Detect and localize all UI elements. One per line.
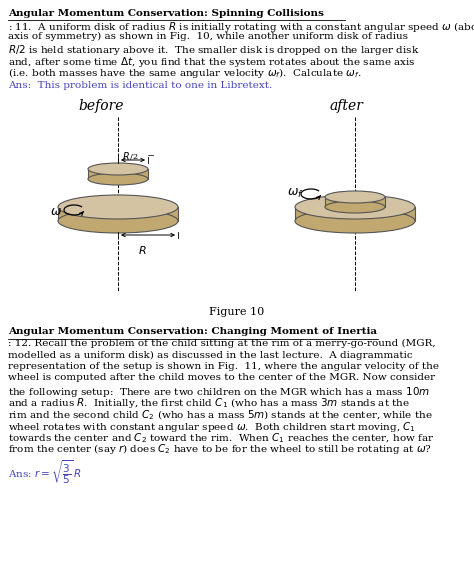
Text: : 12. Recall the problem of the child sitting at the rim of a merry-go-round (MG: : 12. Recall the problem of the child si… [8,339,436,348]
Polygon shape [88,169,148,179]
Text: $\omega$: $\omega$ [50,204,62,217]
Text: $R$: $R$ [122,150,130,162]
Text: Angular Momentum Conservation: Spinning Collisions: Angular Momentum Conservation: Spinning … [8,9,324,18]
Text: the following setup:  There are two children on the MGR which has a mass $10m$: the following setup: There are two child… [8,385,430,399]
Ellipse shape [58,209,178,233]
Text: wheel rotates with constant angular speed $\omega$.  Both children start moving,: wheel rotates with constant angular spee… [8,419,416,434]
Text: after: after [330,99,364,113]
Text: $R$: $R$ [137,244,146,256]
Text: Ans: $r = \sqrt{\dfrac{3}{5}}\,R$: Ans: $r = \sqrt{\dfrac{3}{5}}\,R$ [8,459,82,487]
Ellipse shape [88,163,148,175]
Text: from the center (say $r$) does $C_2$ have to be for the wheel to still be rotati: from the center (say $r$) does $C_2$ hav… [8,443,432,456]
Text: Figure 10: Figure 10 [210,307,264,317]
Text: and, after some time $\Delta t$, you find that the system rotates about the same: and, after some time $\Delta t$, you fin… [8,55,416,68]
Text: $\omega_f$: $\omega_f$ [287,187,304,200]
Text: modelled as a uniform disk) as discussed in the last lecture.  A diagrammatic: modelled as a uniform disk) as discussed… [8,351,413,360]
Text: rim and the second child $C_2$ (who has a mass $5m$) stands at the center, while: rim and the second child $C_2$ (who has … [8,408,433,422]
Text: and a radius $R$.  Initially, the first child $C_1$ (who has a mass $3m$ stands : and a radius $R$. Initially, the first c… [8,397,410,410]
Text: Ans:  This problem is identical to one in Libretext.: Ans: This problem is identical to one in… [8,80,272,89]
Text: wheel is computed after the child moves to the center of the MGR. Now consider: wheel is computed after the child moves … [8,373,435,382]
Text: axis of symmetry) as shown in Fig.  10, while another uniform disk of radius: axis of symmetry) as shown in Fig. 10, w… [8,31,408,40]
Ellipse shape [88,173,148,185]
Ellipse shape [295,209,415,233]
Text: representation of the setup is shown in Fig.  11, where the angular velocity of : representation of the setup is shown in … [8,362,439,371]
Text: Angular Momentum Conservation: Changing Moment of Inertia: Angular Momentum Conservation: Changing … [8,327,377,336]
Text: before: before [78,99,124,113]
Text: : 11.  A uniform disk of radius $R$ is initially rotating with a constant angula: : 11. A uniform disk of radius $R$ is in… [8,20,474,34]
Text: towards the center and $C_2$ toward the rim.  When $C_1$ reaches the center, how: towards the center and $C_2$ toward the … [8,431,435,444]
Ellipse shape [325,191,385,203]
Ellipse shape [325,201,385,213]
Polygon shape [58,207,178,221]
Ellipse shape [58,195,178,219]
Polygon shape [325,197,385,207]
Text: (i.e. both masses have the same angular velocity $\omega_f$).  Calculate $\omega: (i.e. both masses have the same angular … [8,66,362,80]
Text: $R/2$ is held stationary above it.  The smaller disk is dropped on the larger di: $R/2$ is held stationary above it. The s… [8,43,419,57]
Text: /2: /2 [130,153,138,161]
Polygon shape [295,207,415,221]
Ellipse shape [295,195,415,219]
